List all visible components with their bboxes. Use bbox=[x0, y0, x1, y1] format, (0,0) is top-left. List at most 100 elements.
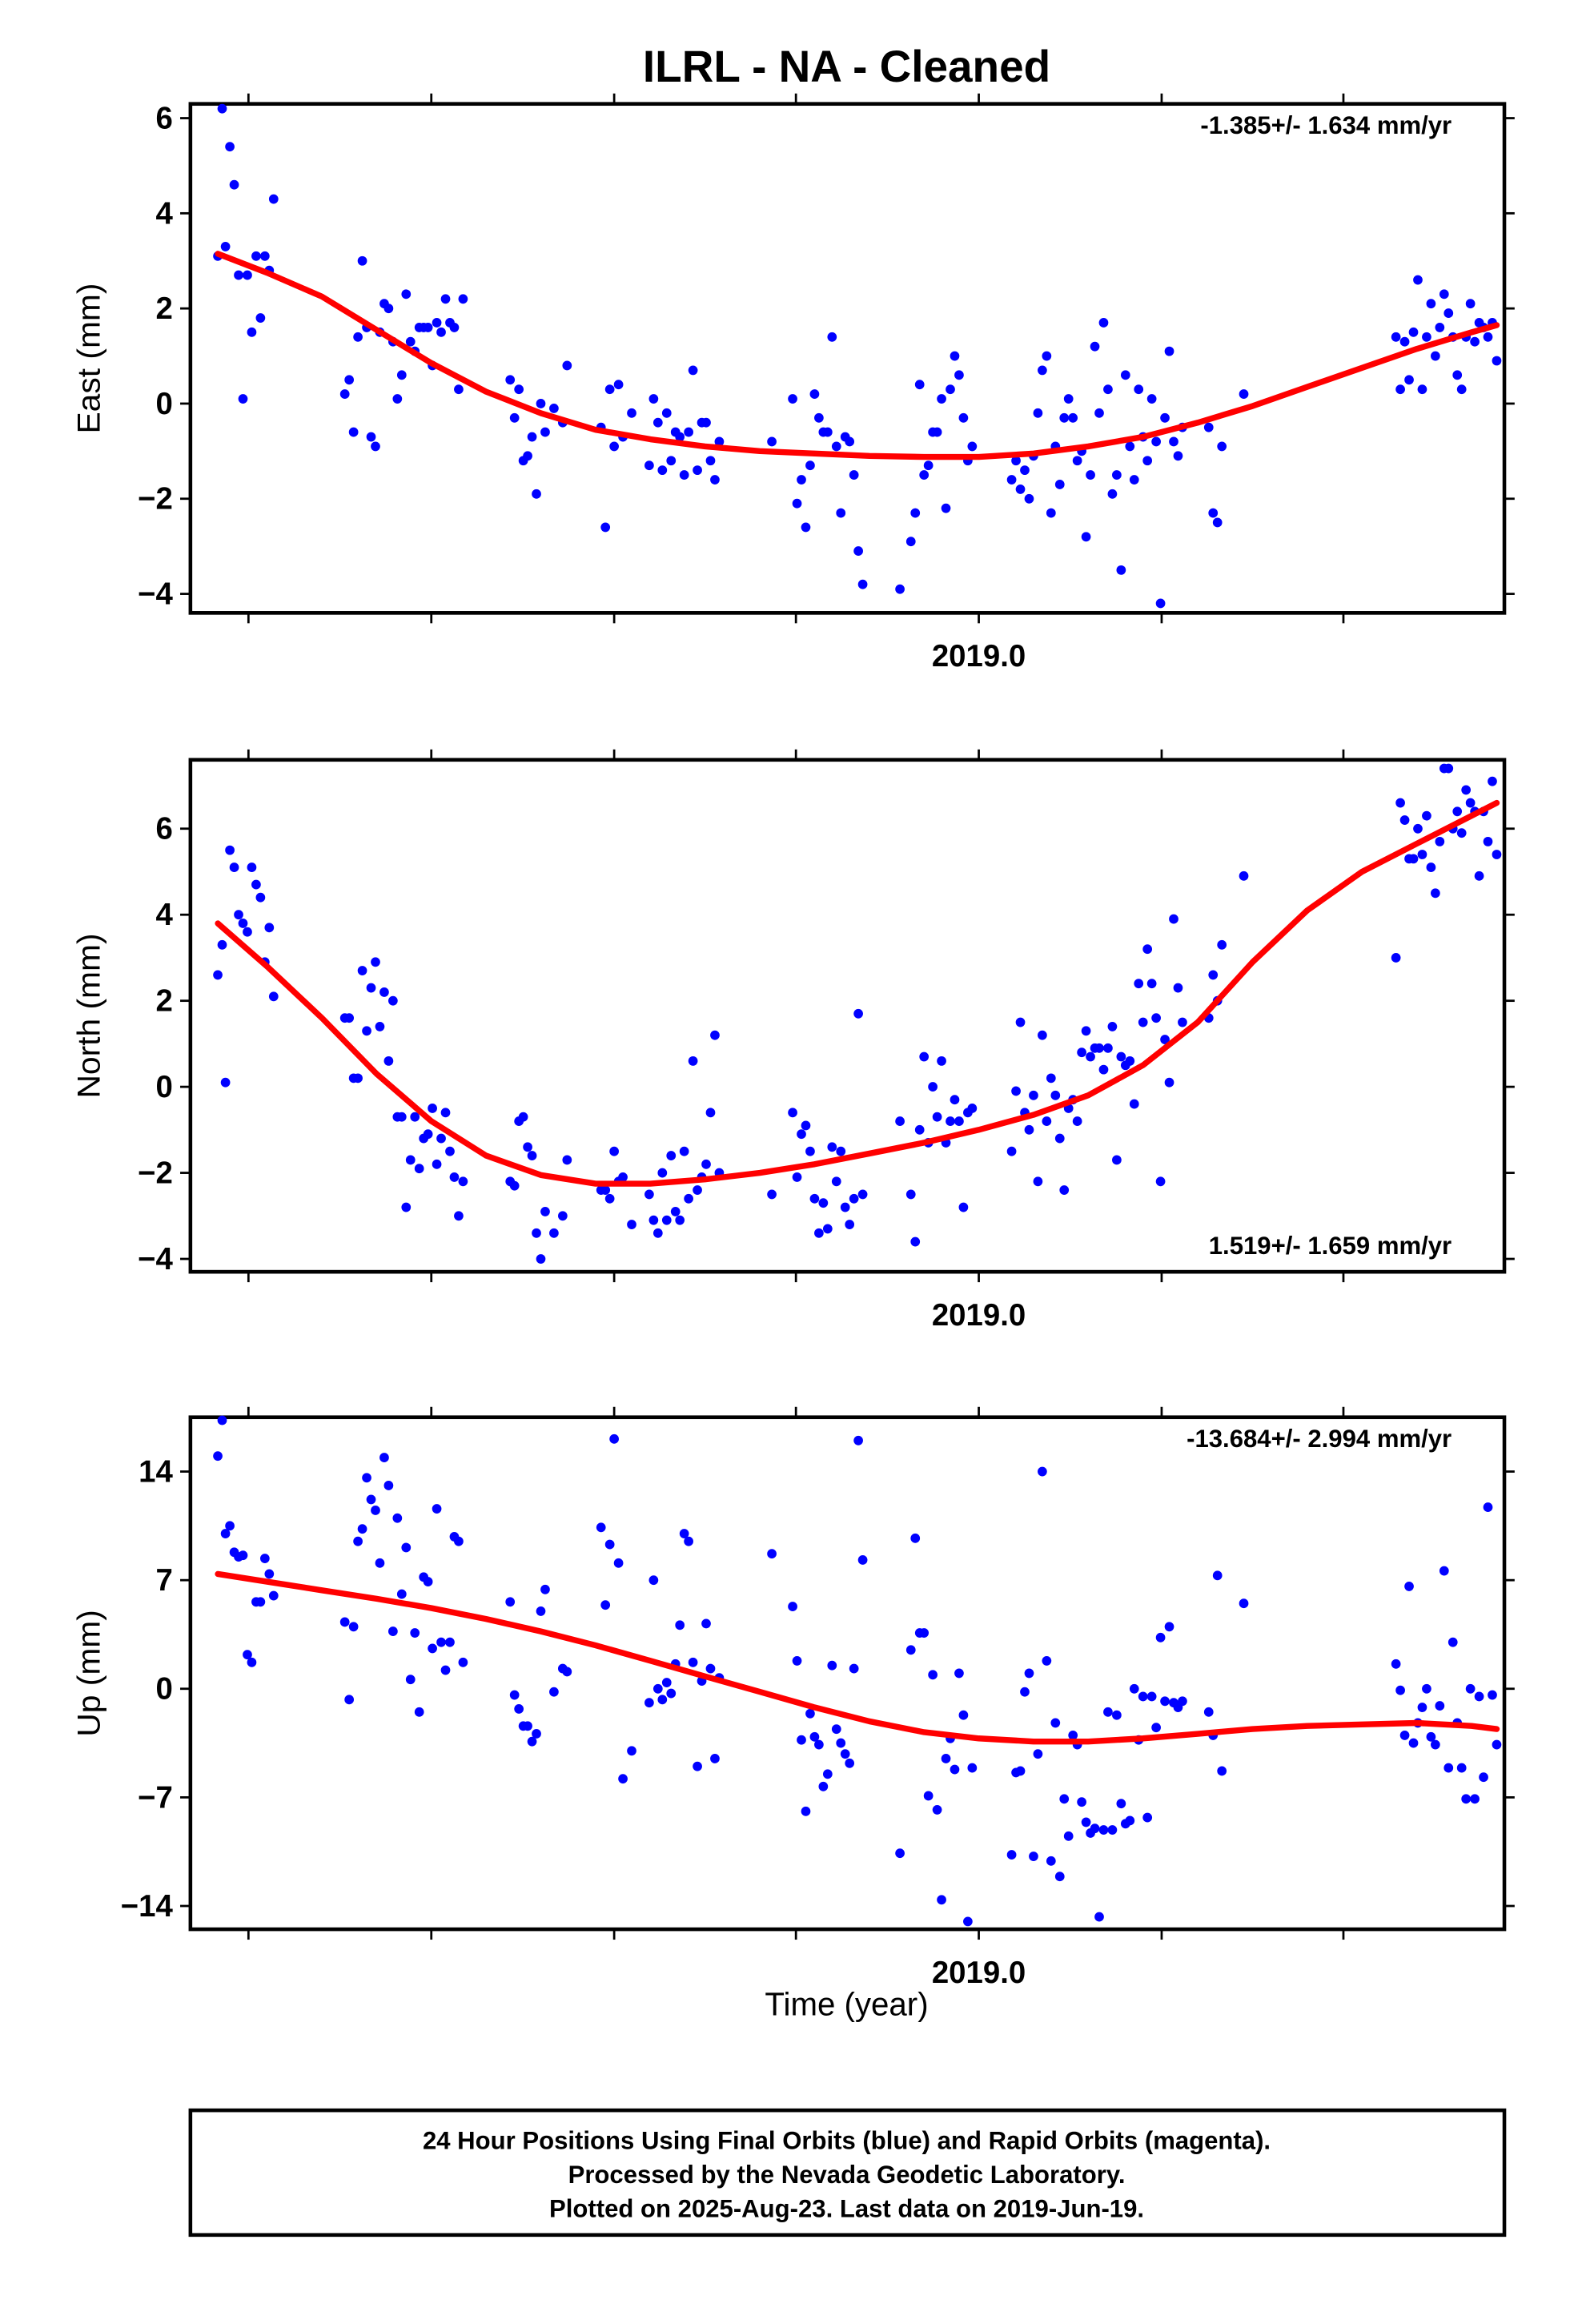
up-data-point bbox=[1046, 1856, 1056, 1866]
up-data-point bbox=[445, 1637, 455, 1647]
north-data-point bbox=[644, 1189, 654, 1200]
up-data-point bbox=[1116, 1799, 1126, 1809]
up-data-point bbox=[644, 1698, 654, 1708]
caption-frame bbox=[188, 2108, 1507, 2238]
east-data-point bbox=[767, 436, 777, 447]
up-data-point bbox=[941, 1754, 951, 1763]
up-data-point bbox=[831, 1724, 841, 1735]
north-data-point bbox=[600, 1185, 611, 1195]
up-y-axis-label: Up (mm) bbox=[70, 1610, 107, 1736]
north-data-point bbox=[1160, 1035, 1170, 1044]
up-data-point bbox=[1090, 1823, 1100, 1834]
north-data-point bbox=[264, 923, 275, 933]
up-data-point bbox=[1020, 1687, 1030, 1697]
east-data-point bbox=[954, 370, 964, 380]
east-data-point bbox=[458, 294, 468, 304]
up-data-point bbox=[1178, 1696, 1187, 1707]
north-data-point bbox=[705, 1108, 716, 1118]
north-data-point bbox=[1015, 1017, 1026, 1027]
north-data-point bbox=[1125, 1055, 1135, 1066]
east-data-point bbox=[396, 370, 407, 380]
north-data-point bbox=[827, 1142, 837, 1152]
up-data-point bbox=[1203, 1707, 1214, 1717]
north-data-point bbox=[344, 1013, 355, 1023]
east-data-point bbox=[1470, 336, 1480, 347]
east-data-point bbox=[251, 251, 261, 261]
up-data-point bbox=[1488, 1690, 1497, 1700]
north-plot-frame bbox=[188, 758, 1507, 1274]
east-y-axis-label: East (mm) bbox=[70, 283, 107, 434]
up-data-point bbox=[604, 1539, 615, 1550]
east-y-tick-label: 6 bbox=[156, 101, 173, 135]
north-panel: −4 −2 0 2 4 6 2019.0 North (mm) 1.519+/- 1.659 m… bbox=[70, 749, 1515, 1333]
up-data-point bbox=[675, 1620, 685, 1630]
up-y-tick-label: 0 bbox=[156, 1672, 173, 1707]
east-data-point bbox=[937, 394, 946, 404]
up-data-point bbox=[1006, 1850, 1017, 1860]
north-data-point bbox=[436, 1133, 446, 1144]
up-data-point bbox=[1155, 1632, 1166, 1642]
east-data-point bbox=[914, 380, 925, 390]
north-data-point bbox=[657, 1168, 668, 1178]
north-data-point bbox=[1426, 862, 1436, 873]
north-data-point bbox=[1431, 888, 1440, 899]
north-data-point bbox=[255, 892, 266, 903]
east-y-tick-label: 0 bbox=[156, 387, 173, 421]
up-data-point bbox=[375, 1558, 385, 1568]
east-data-point bbox=[666, 456, 677, 466]
north-data-point bbox=[1399, 815, 1410, 825]
caption-line-3: Plotted on 2025-Aug-23. Last data on 201… bbox=[549, 2194, 1144, 2222]
north-data-point bbox=[405, 1155, 416, 1165]
north-data-point bbox=[225, 845, 235, 855]
east-rate-label: -1.385+/- 1.634 mm/yr bbox=[1200, 111, 1452, 139]
up-data-point bbox=[1094, 1912, 1104, 1922]
up-data-point bbox=[1151, 1723, 1161, 1733]
east-data-point bbox=[514, 384, 524, 395]
north-data-point bbox=[1046, 1073, 1056, 1084]
up-data-point bbox=[1138, 1691, 1148, 1702]
north-data-point bbox=[840, 1202, 850, 1212]
east-data-point bbox=[1081, 532, 1091, 542]
east-data-point bbox=[836, 508, 846, 518]
east-data-point bbox=[1203, 422, 1214, 432]
north-data-point bbox=[1129, 1099, 1139, 1109]
up-data-point bbox=[1063, 1831, 1074, 1841]
up-data-point bbox=[423, 1577, 433, 1587]
north-data-point bbox=[648, 1215, 659, 1225]
up-data-point bbox=[693, 1761, 702, 1771]
north-data-point bbox=[440, 1108, 451, 1118]
east-data-point bbox=[1217, 441, 1227, 452]
north-data-point bbox=[1011, 1086, 1021, 1096]
up-data-point bbox=[857, 1555, 868, 1565]
east-fit-curve bbox=[215, 251, 1500, 460]
east-data-point bbox=[1125, 441, 1135, 452]
up-data-point bbox=[809, 1731, 820, 1742]
east-data-point bbox=[1054, 480, 1065, 489]
up-y-tick-label: −14 bbox=[121, 1889, 174, 1924]
east-data-point bbox=[1465, 299, 1476, 309]
north-data-point bbox=[701, 1159, 711, 1169]
north-data-point bbox=[1054, 1133, 1065, 1144]
east-data-point bbox=[1452, 370, 1463, 380]
north-data-point bbox=[1072, 1116, 1082, 1127]
east-data-point bbox=[1090, 341, 1100, 352]
north-data-point bbox=[1050, 1090, 1061, 1100]
east-data-point bbox=[1239, 389, 1249, 400]
north-rate-label: 1.519+/- 1.659 mm/yr bbox=[1209, 1232, 1452, 1260]
east-data-point bbox=[1059, 412, 1070, 423]
north-data-point bbox=[1217, 939, 1227, 950]
north-data-point bbox=[1098, 1064, 1109, 1075]
up-data-point bbox=[840, 1749, 850, 1759]
north-data-point bbox=[1033, 1176, 1043, 1187]
up-data-point bbox=[657, 1695, 668, 1705]
north-data-point bbox=[423, 1129, 433, 1140]
north-data-point bbox=[670, 1206, 681, 1216]
east-data-point bbox=[1426, 299, 1436, 309]
up-data-point bbox=[827, 1660, 837, 1671]
up-data-point bbox=[505, 1597, 516, 1607]
up-data-point bbox=[701, 1618, 711, 1629]
north-data-point bbox=[375, 1021, 385, 1031]
up-data-point bbox=[562, 1667, 572, 1677]
north-data-point bbox=[217, 939, 227, 950]
east-data-point bbox=[1395, 384, 1405, 395]
